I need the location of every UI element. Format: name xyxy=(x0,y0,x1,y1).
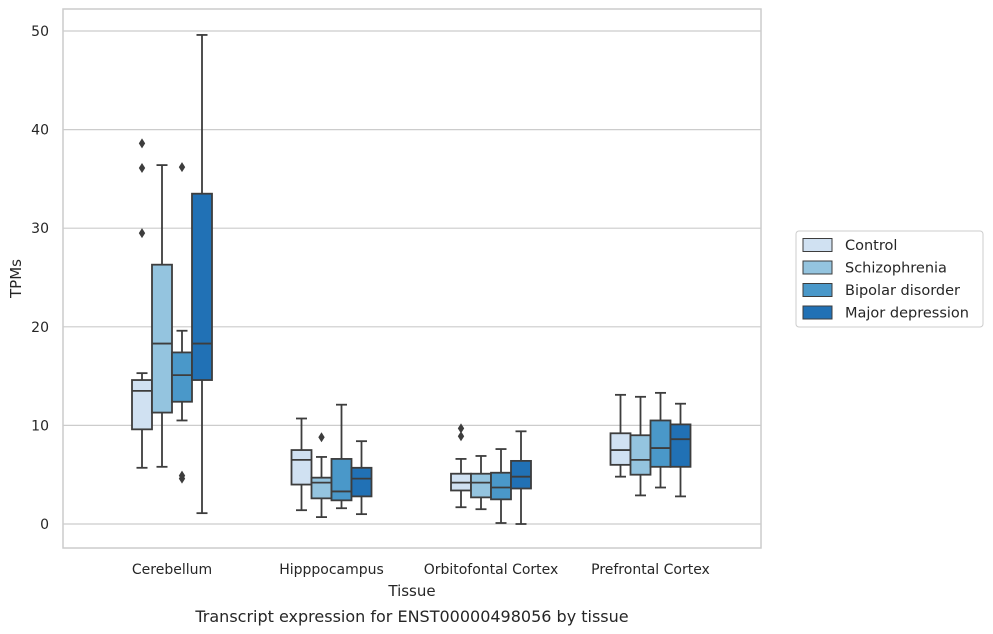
legend-label: Control xyxy=(845,238,897,254)
box-iqr xyxy=(669,423,692,468)
box-schizophrenia xyxy=(310,432,333,518)
box-iqr xyxy=(310,476,333,500)
box-iqr xyxy=(171,351,193,403)
legend-swatch xyxy=(802,305,833,320)
box-bipolar-disorder xyxy=(490,448,512,524)
legend-frame xyxy=(795,230,984,328)
legend-label: Bipolar disorder xyxy=(845,283,960,299)
box-iqr xyxy=(151,263,173,414)
box-iqr xyxy=(649,419,672,468)
box-control xyxy=(450,423,472,509)
outlier-point xyxy=(138,163,146,174)
outlier-point xyxy=(138,228,146,239)
legend-label: Schizophrenia xyxy=(845,261,947,277)
box-bipolar-disorder xyxy=(171,162,193,484)
outlier-point xyxy=(138,138,146,149)
box-iqr xyxy=(290,449,313,486)
box-control xyxy=(609,393,632,478)
y-tick-label: 50 xyxy=(31,24,49,40)
box-iqr xyxy=(510,459,532,490)
box-iqr xyxy=(350,466,373,498)
outlier-point xyxy=(457,423,465,434)
x-tick-label: Prefrontal Cortex xyxy=(591,562,710,578)
box-schizophrenia xyxy=(151,164,173,468)
box-iqr xyxy=(330,458,353,502)
box-iqr xyxy=(490,471,512,501)
box-iqr xyxy=(470,472,492,499)
y-tick-label: 20 xyxy=(31,320,49,336)
y-tick-label: 0 xyxy=(40,517,49,533)
box-major-depression xyxy=(510,430,532,525)
y-tick-label: 40 xyxy=(31,123,49,139)
legend-swatch xyxy=(802,283,833,297)
box-major-depression xyxy=(669,402,692,498)
x-tick-label: Orbitofontal Cortex xyxy=(424,562,559,578)
box-control xyxy=(290,417,313,512)
box-iqr xyxy=(629,434,652,476)
chart-caption: Transcript expression for ENST0000049805… xyxy=(194,607,628,626)
box-groups xyxy=(131,34,692,525)
legend-swatch xyxy=(802,238,833,252)
box-major-depression xyxy=(350,440,373,516)
y-axis-label: TPMs xyxy=(7,259,25,299)
box-schizophrenia xyxy=(470,455,492,511)
legend-label: Major depression xyxy=(845,306,969,322)
plot-frame xyxy=(62,8,762,549)
legend-swatch xyxy=(802,260,833,275)
y-tick-label: 10 xyxy=(31,418,49,434)
legend: Control Schizophrenia Bipolar disorder Majo… xyxy=(795,230,984,328)
box-bipolar-disorder xyxy=(649,391,672,489)
outlier-point xyxy=(178,473,186,484)
outlier-point xyxy=(178,162,186,173)
outlier-point xyxy=(318,432,325,443)
gridlines xyxy=(63,30,761,525)
y-tick-label: 30 xyxy=(31,221,49,237)
box-iqr xyxy=(131,379,153,431)
x-tick-label: Hipppocampus xyxy=(279,562,384,578)
box-control xyxy=(131,138,153,469)
x-axis-ticks: Cerebellum Hipppocampus Orbitofontal Corte… xyxy=(132,562,710,578)
box-schizophrenia xyxy=(629,395,652,497)
x-axis-label: Tissue xyxy=(387,582,435,600)
box-bipolar-disorder xyxy=(330,403,353,510)
box-iqr xyxy=(191,192,213,381)
outlier-point xyxy=(457,431,465,442)
box-iqr xyxy=(609,432,632,466)
box-major-depression xyxy=(191,34,213,515)
x-tick-label: Cerebellum xyxy=(132,562,212,578)
y-axis-ticks: 0 10 20 30 40 50 xyxy=(31,24,49,533)
